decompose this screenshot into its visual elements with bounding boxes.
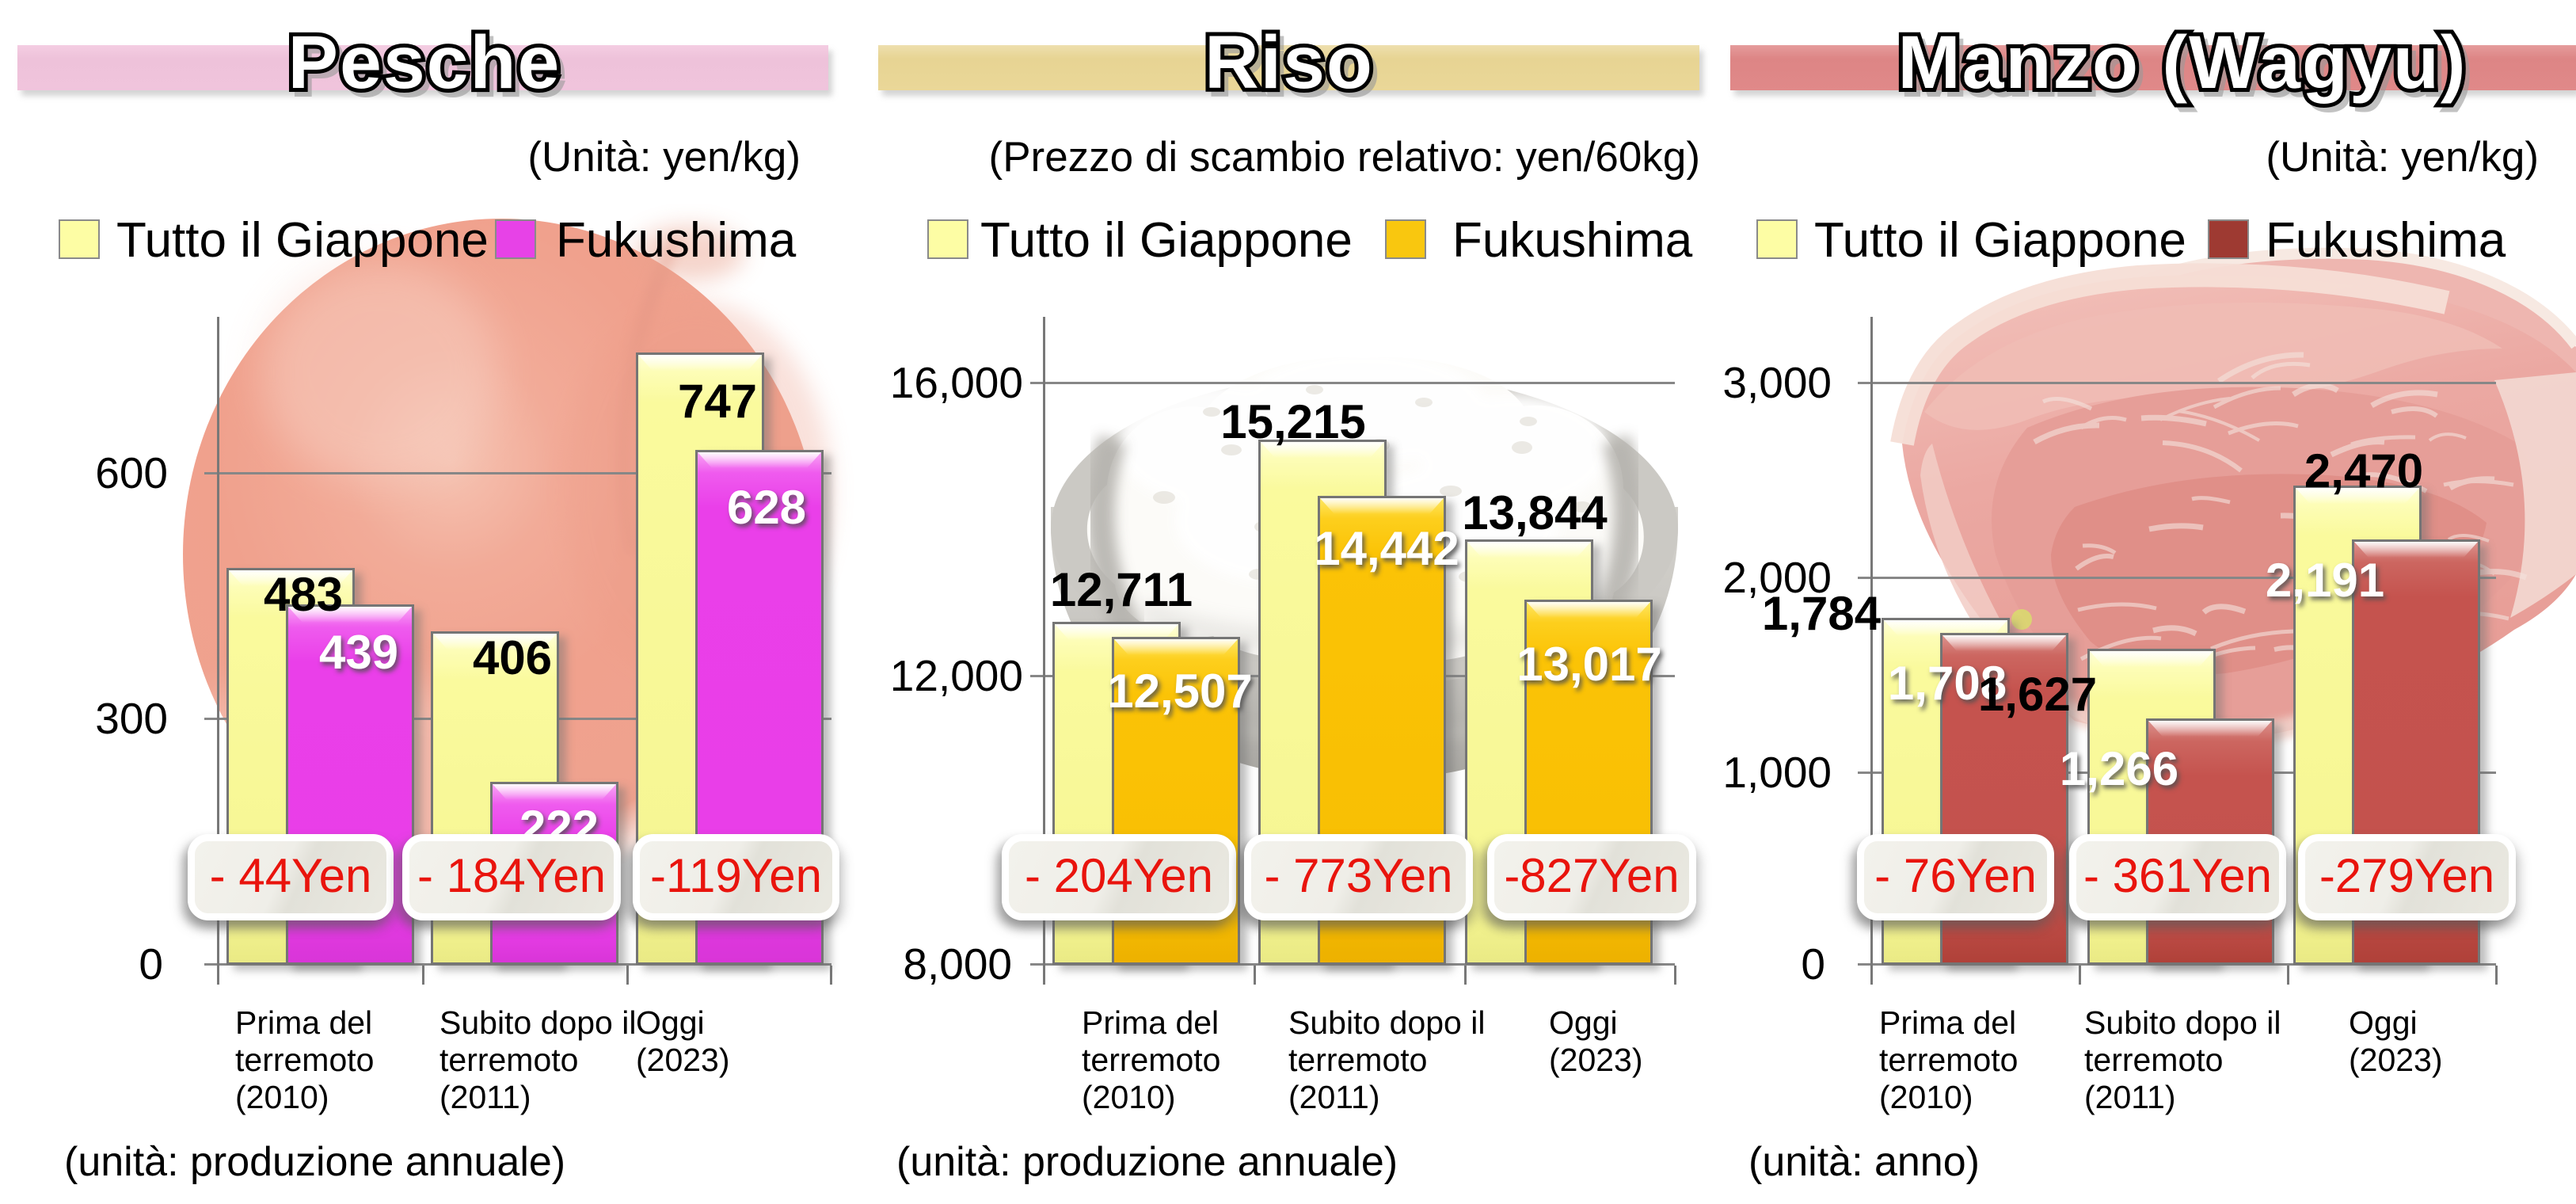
svg-text:Manzo (Wagyu): Manzo (Wagyu) [1897,21,2467,105]
svg-text:Pesche: Pesche [288,21,561,105]
svg-text:Riso: Riso [1204,21,1374,105]
svg-text:Pesche: Pesche [293,26,566,110]
svg-text:Manzo (Wagyu): Manzo (Wagyu) [1902,26,2471,110]
svg-text:Riso: Riso [1209,26,1379,110]
